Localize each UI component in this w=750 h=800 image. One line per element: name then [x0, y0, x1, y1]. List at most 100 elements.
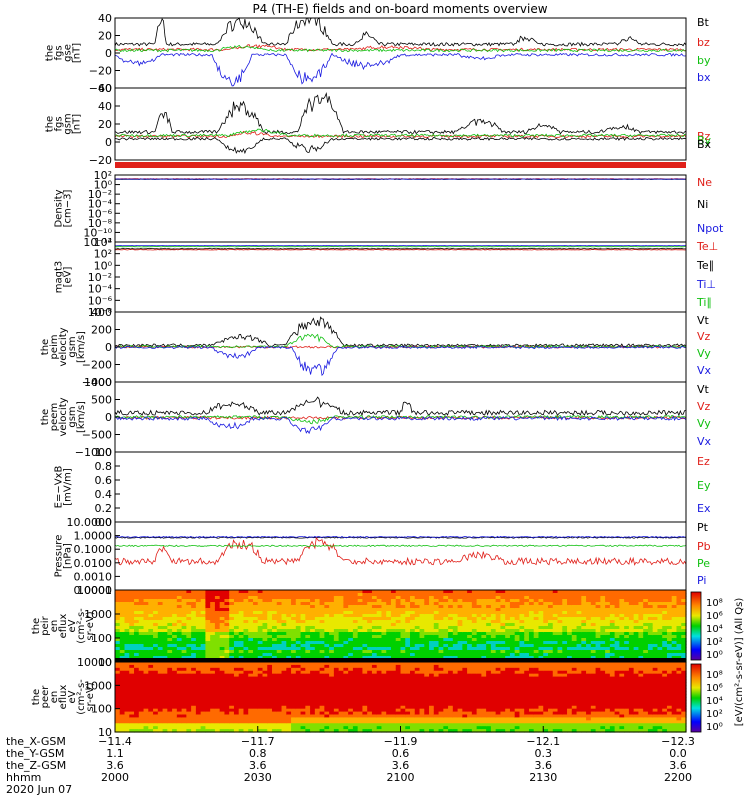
heatmap-cell	[481, 653, 487, 657]
heatmap-cell	[252, 697, 259, 701]
heatmap-cell	[448, 705, 454, 710]
heatmap-cell	[471, 647, 478, 651]
heatmap-cell	[357, 623, 364, 627]
heatmap-cell	[352, 699, 359, 704]
heatmap-cell	[276, 720, 283, 724]
heatmap-cell	[462, 647, 468, 651]
heatmap-cell	[500, 656, 506, 660]
heatmap-cell	[486, 602, 492, 606]
heatmap-cell	[533, 656, 540, 660]
heatmap-cell	[476, 726, 482, 730]
heatmap-cell	[586, 656, 592, 660]
heatmap-cell	[410, 656, 416, 660]
heatmap-cell	[562, 590, 568, 594]
legend-label: bx	[697, 71, 711, 84]
heatmap-cell	[433, 590, 440, 594]
heatmap-cell	[586, 647, 592, 651]
heatmap-cell	[352, 679, 359, 684]
heatmap-cell	[381, 590, 387, 594]
heatmap-cell	[300, 596, 306, 600]
heatmap-cell	[172, 608, 178, 612]
heatmap-cell	[619, 602, 625, 606]
heatmap-cell	[343, 614, 349, 618]
heatmap-cell	[371, 679, 378, 684]
heatmap-cell	[224, 714, 230, 719]
heatmap-cell	[205, 729, 211, 733]
heatmap-cell	[272, 626, 278, 630]
heatmap-cell	[524, 632, 530, 636]
heatmap-cell	[214, 641, 221, 645]
heatmap-cell	[481, 691, 487, 695]
heatmap-cell	[343, 596, 349, 600]
heatmap-cell	[400, 617, 406, 621]
heatmap-cell	[153, 599, 159, 603]
heatmap-cell	[252, 729, 259, 733]
heatmap-cell	[376, 688, 383, 692]
heatmap-cell	[552, 602, 559, 606]
heatmap-cell	[490, 626, 497, 630]
heatmap-cell	[609, 605, 616, 609]
heatmap-cell	[467, 699, 473, 704]
heatmap-cell	[191, 699, 197, 704]
heatmap-cell	[305, 699, 311, 704]
heatmap-cell	[381, 726, 387, 730]
heatmap-cell	[248, 691, 254, 695]
heatmap-cell	[386, 685, 392, 689]
heatmap-cell	[643, 611, 649, 615]
heatmap-cell	[186, 720, 192, 724]
heatmap-cell	[395, 623, 402, 627]
heatmap-cell	[586, 608, 592, 612]
heatmap-cell	[210, 714, 216, 719]
heatmap-cell	[310, 620, 316, 624]
heatmap-cell	[386, 711, 392, 716]
heatmap-cell	[205, 641, 211, 645]
heatmap-cell	[533, 605, 540, 609]
heatmap-cell	[338, 720, 344, 724]
heatmap-cell	[300, 614, 306, 618]
heatmap-cell	[157, 720, 164, 724]
heatmap-cell	[362, 676, 368, 681]
heatmap-cell	[405, 647, 411, 651]
heatmap-cell	[214, 676, 221, 681]
heatmap-cell	[324, 697, 330, 701]
heatmap-cell	[457, 635, 463, 639]
heatmap-cell	[333, 667, 340, 672]
heatmap-cell	[395, 699, 402, 704]
heatmap-cell	[352, 590, 359, 594]
heatmap-cell	[562, 608, 568, 612]
heatmap-cell	[509, 605, 516, 609]
heatmap-cell	[286, 717, 292, 721]
heatmap-cell	[295, 650, 302, 654]
heatmap-cell	[267, 623, 273, 627]
heatmap-cell	[295, 608, 302, 612]
heatmap-cell	[567, 599, 573, 603]
heatmap-cell	[262, 650, 268, 654]
heatmap-cell	[224, 723, 230, 727]
heatmap-cell	[305, 602, 311, 606]
heatmap-cell	[267, 664, 273, 669]
heatmap-cell	[195, 688, 202, 692]
heatmap-cell	[229, 717, 235, 721]
heatmap-cell	[605, 629, 611, 633]
heatmap-cell	[214, 714, 221, 719]
heatmap-cell	[590, 626, 597, 630]
heatmap-cell	[405, 653, 411, 657]
heatmap-cell	[191, 679, 197, 684]
heatmap-cell	[238, 608, 245, 612]
heatmap-cell	[262, 673, 268, 678]
heatmap-cell	[552, 623, 559, 627]
heatmap-cell	[571, 656, 578, 660]
heatmap-cell	[338, 670, 344, 675]
heatmap-cell	[281, 629, 287, 633]
heatmap-cell	[424, 717, 430, 721]
heatmap-cell	[291, 720, 297, 724]
heatmap-cell	[386, 650, 392, 654]
heatmap-cell	[448, 602, 454, 606]
heatmap-cell	[452, 682, 459, 686]
heatmap-cell	[619, 623, 625, 627]
heatmap-cell	[490, 667, 497, 672]
heatmap-cell	[162, 647, 168, 651]
heatmap-cell	[638, 590, 644, 594]
